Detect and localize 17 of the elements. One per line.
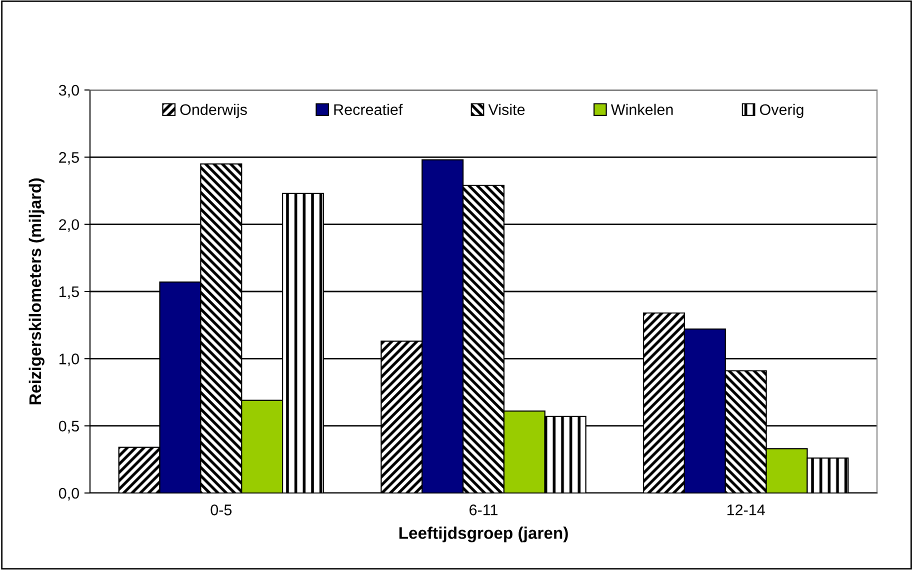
y-tick-label: 2,5 [59, 152, 79, 165]
y-axis-title: Reizigerskilometers (miljard) [28, 178, 44, 404]
legend-label: Recreatief [334, 104, 403, 116]
y-tick-label: 3,0 [58, 84, 79, 98]
legend-label: Visite [488, 104, 525, 116]
y-tick-label: 0,5 [58, 420, 79, 434]
y-tick-label: 2,0 [59, 219, 79, 232]
y-tick-label: 1,5 [60, 286, 79, 299]
y-tick-label: 1,0 [60, 354, 79, 366]
x-tick-label: 12-14 [727, 504, 765, 516]
legend-label: Onderwijs [180, 104, 247, 118]
legend-label: Overig [760, 104, 804, 118]
x-tick-label: 6-11 [470, 504, 498, 516]
legend-label: Winkelen [610, 104, 673, 116]
x-tick-label: 0-5 [210, 504, 232, 516]
x-axis-title: Leeftijdsgroep (jaren) [399, 526, 568, 542]
y-tick-label: 0,0 [58, 488, 79, 500]
